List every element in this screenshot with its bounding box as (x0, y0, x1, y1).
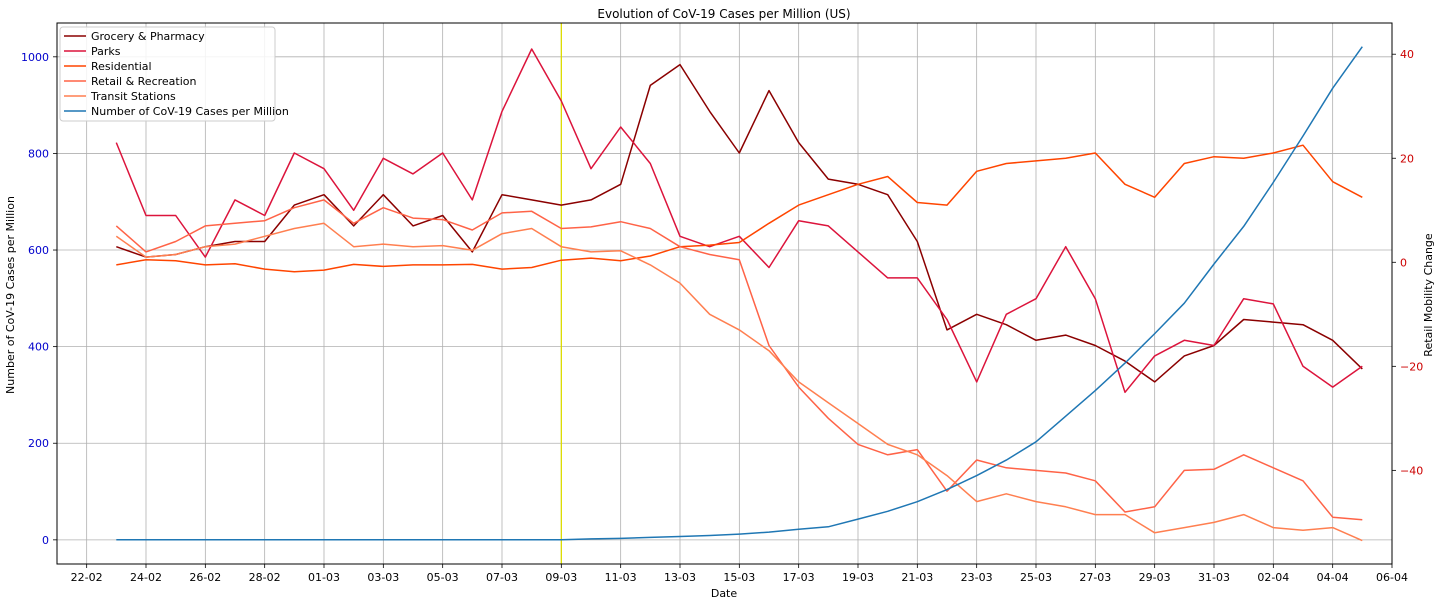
y-left-tick-label: 200 (28, 437, 49, 450)
legend-label-cases-per-million: Number of CoV-19 Cases per Million (91, 105, 289, 118)
x-tick-label: 24-02 (130, 571, 162, 584)
y-left-tick-label: 1000 (21, 51, 49, 64)
y-axis-right: −40 −20 0 20 40 (1392, 48, 1423, 477)
x-tick-label: 13-03 (664, 571, 696, 584)
x-tick-label: 26-02 (189, 571, 221, 584)
x-tick-label: 29-03 (1139, 571, 1171, 584)
x-tick-label: 31-03 (1198, 571, 1230, 584)
y-left-tick-label: 0 (42, 534, 49, 547)
y-axis-right-label: Retail Mobility Change (1422, 233, 1435, 357)
legend-label-residential: Residential (91, 60, 152, 73)
y-right-tick-label: 40 (1400, 48, 1414, 61)
y-left-tick-label: 800 (28, 147, 49, 160)
x-tick-label: 03-03 (367, 571, 399, 584)
legend-label-parks: Parks (91, 45, 121, 58)
y-right-tick-label: −40 (1400, 464, 1423, 477)
legend-label-retail-recreation: Retail & Recreation (91, 75, 197, 88)
x-tick-label: 22-02 (71, 571, 103, 584)
plot-frame (56, 22, 1393, 565)
x-tick-label: 06-04 (1376, 571, 1408, 584)
x-tick-label: 07-03 (486, 571, 518, 584)
series-line-cases-per-million (116, 46, 1363, 541)
y-right-tick-label: 20 (1400, 152, 1414, 165)
legend-label-grocery-pharmacy: Grocery & Pharmacy (91, 30, 205, 43)
y-axis-left: 0 200 400 600 800 1000 (21, 51, 57, 547)
x-tick-label: 19-03 (842, 571, 874, 584)
x-tick-label: 25-03 (1020, 571, 1052, 584)
x-tick-label: 05-03 (427, 571, 459, 584)
x-tick-label: 17-03 (783, 571, 815, 584)
series-layer (115, 46, 1363, 542)
x-tick-label: 15-03 (723, 571, 755, 584)
series-line-transit-stations (115, 222, 1363, 542)
legend-box (59, 26, 276, 122)
x-tick-label: 27-03 (1079, 571, 1111, 584)
x-tick-label: 09-03 (545, 571, 577, 584)
x-tick-label: 11-03 (605, 571, 637, 584)
series-line-grocery-pharmacy (116, 63, 1363, 383)
y-right-tick-label: 0 (1400, 256, 1407, 269)
x-tick-label: 28-02 (249, 571, 281, 584)
series-line-residential (116, 144, 1363, 273)
legend-label-transit-stations: Transit Stations (90, 90, 176, 103)
y-left-tick-label: 600 (28, 244, 49, 257)
x-tick-label: 21-03 (901, 571, 933, 584)
x-tick-label: 23-03 (961, 571, 993, 584)
x-axis: 22-02 24-02 26-02 28-02 01-03 03-03 05-03 07-03… (71, 564, 1408, 584)
y-axis-left-label: Number of CoV-19 Cases per Million (4, 196, 17, 394)
x-tick-label: 04-04 (1317, 571, 1349, 584)
series-line-retail-recreation (115, 199, 1363, 521)
y-right-tick-label: −20 (1400, 360, 1423, 373)
x-axis-label: Date (711, 587, 738, 600)
x-tick-label: 02-04 (1257, 571, 1289, 584)
x-tick-label: 01-03 (308, 571, 340, 584)
chart-title: Evolution of CoV-19 Cases per Million (U… (597, 7, 850, 21)
series-line-parks (115, 48, 1363, 394)
y-left-tick-label: 400 (28, 341, 49, 354)
legend: Grocery & Pharmacy Parks Residential Ret… (59, 26, 289, 122)
